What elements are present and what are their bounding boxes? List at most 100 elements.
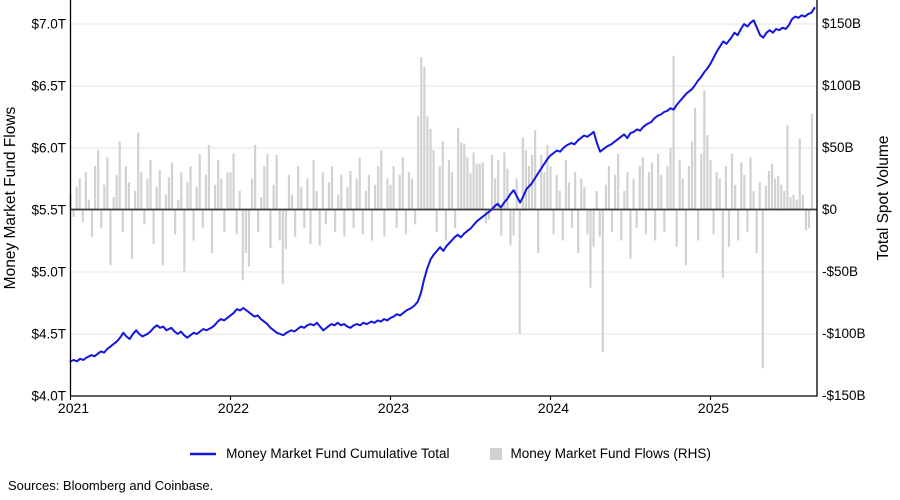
flow-bar [752, 190, 755, 210]
flow-bar [503, 152, 506, 210]
flow-bar [598, 209, 601, 237]
flow-bar [524, 149, 527, 210]
flow-bar [161, 209, 164, 266]
flow-bar [512, 209, 515, 236]
flow-bar [438, 166, 441, 210]
flow-bar [786, 125, 789, 210]
flow-bar [158, 169, 161, 210]
flow-bar [389, 184, 392, 210]
flow-bar [432, 149, 435, 210]
flow-bar [549, 166, 552, 210]
flow-bar [383, 209, 386, 237]
flow-bar [303, 209, 306, 229]
flow-bar [290, 194, 294, 210]
flow-bar [334, 209, 337, 232]
flow-bar [167, 177, 171, 210]
flow-bar [84, 172, 87, 210]
flow-bar [321, 172, 324, 210]
flow-bar [558, 190, 561, 210]
flow-bar [127, 182, 131, 210]
flow-bar [364, 190, 367, 210]
flow-bar [574, 172, 577, 210]
flow-bar [94, 166, 97, 210]
flow-bar [395, 209, 398, 229]
flow-bar [269, 209, 272, 248]
flow-bar [266, 153, 269, 210]
flow-bar [410, 178, 414, 210]
flow-bar [287, 174, 291, 210]
left-axis-tick-label: $4.0T [31, 389, 66, 404]
flow-bar [497, 159, 500, 210]
left-axis-tick-label: $6.5T [31, 79, 66, 94]
flow-bar [247, 209, 251, 267]
flow-bar [718, 178, 721, 210]
x-axis-tick-label: 2023 [378, 400, 409, 416]
flow-bar [346, 187, 349, 210]
flow-bar [327, 182, 331, 210]
flow-bar [441, 141, 444, 210]
flow-bar [349, 171, 352, 210]
flow-bar [281, 209, 284, 284]
flow-bar [767, 171, 771, 210]
flow-bar [457, 127, 460, 210]
flow-bar [801, 194, 804, 210]
flow-bar [669, 147, 672, 210]
flow-bar [140, 172, 143, 210]
sources-note: Sources: Bloomberg and Coinbase. [8, 478, 214, 493]
flow-bar [614, 174, 617, 210]
flow-bar [232, 153, 235, 210]
flow-bar [374, 184, 377, 210]
flow-bar [610, 209, 614, 232]
flow-bar [330, 166, 334, 210]
flow-bar [87, 199, 91, 210]
flow-bar [694, 107, 697, 210]
flow-bar [660, 174, 663, 210]
flow-bar [577, 209, 580, 253]
plot-frame [69, 0, 818, 397]
flow-bar [472, 152, 475, 210]
flow-bar [444, 209, 447, 241]
right-axis-tick-label: -$50B [822, 264, 858, 279]
flow-bar [601, 209, 604, 353]
flow-bar [361, 209, 364, 235]
flow-bar [300, 187, 303, 210]
flow-bar [604, 184, 607, 210]
flow-bar [435, 209, 438, 232]
right-axis-tick-label: $100B [822, 78, 861, 93]
flow-bar [257, 209, 260, 232]
flow-bar [324, 209, 327, 225]
flow-bar [589, 209, 592, 288]
flow-bar [586, 209, 589, 235]
flow-bar [500, 209, 503, 236]
flow-bar [755, 209, 758, 253]
flow-bar [487, 209, 491, 220]
flow-bar [650, 162, 654, 210]
flow-bar [180, 172, 183, 210]
flow-bar [647, 172, 651, 210]
flow-bar [97, 149, 100, 210]
flow-bar [570, 209, 574, 229]
flow-bar [272, 184, 275, 210]
flow-bar [663, 209, 666, 232]
flow-bar [734, 184, 737, 210]
flow-bar [494, 178, 497, 210]
flow-bar [561, 209, 564, 241]
flow-bar [340, 174, 343, 210]
flow-bar [214, 184, 217, 210]
flow-bar [177, 199, 180, 210]
flow-bar [795, 199, 798, 210]
left-axis-tick-label: $5.0T [31, 265, 66, 280]
flow-bar [555, 174, 558, 210]
flow-bar [312, 159, 315, 210]
chart-canvas: $7.0T $6.5T $6.0T $5.5T $5.0T $4.5T $4.0T $150B… [2, 0, 892, 416]
flow-bar [712, 209, 715, 235]
flow-bar [143, 209, 146, 225]
flow-bar [207, 145, 211, 210]
flow-bar [401, 157, 404, 210]
flow-bar [229, 172, 232, 210]
flow-bar [186, 182, 189, 210]
flow-bar [789, 197, 792, 210]
flow-bar [263, 166, 266, 210]
flow-bar [749, 157, 752, 210]
